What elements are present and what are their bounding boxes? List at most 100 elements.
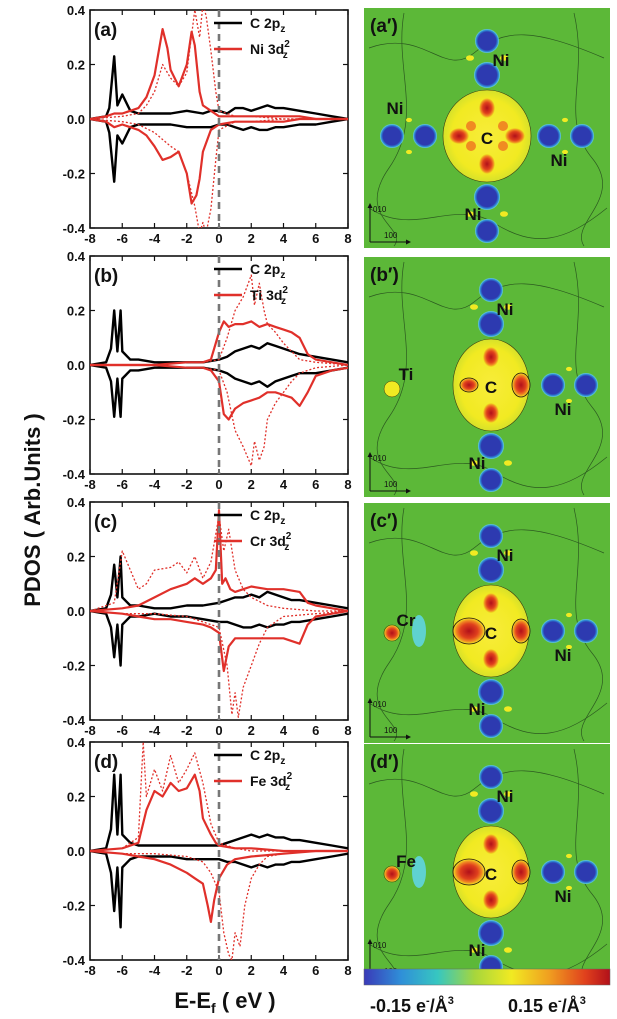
y-tick-label: -0.4 bbox=[63, 953, 86, 968]
miller-index-y: 010 bbox=[373, 700, 387, 709]
panel-label: (c) bbox=[94, 512, 117, 533]
x-tick-label: 0 bbox=[215, 231, 222, 246]
pdos-panel-2: -8 -6 -4 -2 0 2 4 6 80.40.20.0-0.2-0.4(b) C 2pzTi… bbox=[63, 249, 352, 492]
nickel-density-blue bbox=[478, 920, 504, 946]
legend-subscript: z bbox=[280, 756, 285, 767]
legend-text: C 2p bbox=[250, 261, 280, 277]
atom-label: Ni bbox=[497, 787, 514, 806]
density-map-2: Ni Ti C Ni Ni (b′) 010 100 bbox=[364, 257, 610, 497]
y-tick-label: -0.2 bbox=[63, 167, 85, 182]
plot-data-area bbox=[90, 10, 348, 228]
series-line bbox=[90, 274, 348, 366]
x-tick-label: -8 bbox=[84, 231, 96, 246]
contour-line bbox=[376, 748, 407, 983]
miller-index-y: 010 bbox=[373, 205, 387, 214]
series-line bbox=[90, 773, 348, 853]
y-axis-label: PDOS ( Arb.Units ) bbox=[20, 413, 45, 607]
series-line bbox=[90, 610, 348, 718]
x-tick-label: -4 bbox=[149, 963, 161, 978]
density-lobe-yellow bbox=[500, 211, 508, 217]
x-tick-label: -6 bbox=[116, 723, 128, 738]
x-axis-label-sub: f bbox=[211, 1000, 216, 1016]
nickel-density-blue bbox=[570, 124, 594, 148]
x-tick-label: 2 bbox=[248, 477, 255, 492]
atom-label: Ni bbox=[497, 300, 514, 319]
panel-label: (b) bbox=[94, 266, 118, 287]
y-tick-label: -0.2 bbox=[63, 413, 85, 428]
pdos-panel-3: -8 -6 -4 -2 0 2 4 6 80.40.20.0-0.2-0.4(c) C 2pzCr… bbox=[63, 495, 352, 738]
density-lobe-red bbox=[452, 858, 486, 886]
nickel-density-blue bbox=[537, 124, 561, 148]
nickel-density-blue bbox=[574, 373, 598, 397]
atom-label: Ni bbox=[493, 51, 510, 70]
ti-density-yellow bbox=[383, 380, 401, 398]
x-tick-label: 6 bbox=[312, 723, 319, 738]
y-tick-label: -0.4 bbox=[63, 467, 86, 482]
density-lobe-orange bbox=[466, 141, 476, 151]
density-lobe-yellow bbox=[562, 149, 568, 155]
x-tick-label: -4 bbox=[149, 723, 161, 738]
axis-arrowhead-y bbox=[367, 203, 373, 208]
axis-arrowhead-x bbox=[406, 734, 411, 740]
density-lobe-red bbox=[483, 347, 499, 367]
density-lobe-red bbox=[511, 372, 531, 398]
density-lobe-orange bbox=[498, 141, 508, 151]
density-lobe-yellow bbox=[566, 644, 572, 650]
colorbar-max-unit-sup: 3 bbox=[580, 995, 586, 1007]
contour-line bbox=[368, 529, 605, 556]
x-tick-label: -2 bbox=[181, 477, 193, 492]
nickel-density-blue bbox=[479, 714, 503, 738]
density-lobe-red bbox=[511, 618, 531, 644]
series-line bbox=[90, 28, 348, 121]
axis-arrowhead-x bbox=[406, 239, 411, 245]
y-tick-label: 0.2 bbox=[67, 58, 85, 73]
atom-label: Ni bbox=[555, 400, 572, 419]
density-lobe-yellow bbox=[470, 791, 478, 797]
density-lobe-red bbox=[505, 128, 525, 144]
density-lobe-red bbox=[452, 617, 486, 645]
density-lobe-yellow bbox=[504, 304, 512, 310]
series-line bbox=[90, 55, 348, 121]
x-tick-label: -6 bbox=[116, 963, 128, 978]
series-line bbox=[90, 118, 348, 228]
colorbar-min-unit: /Å bbox=[430, 996, 448, 1016]
x-tick-label: 4 bbox=[280, 231, 288, 246]
x-tick-label: 4 bbox=[280, 963, 288, 978]
nickel-density-blue bbox=[541, 619, 565, 643]
x-tick-label: 2 bbox=[248, 963, 255, 978]
legend-superscript: 2 bbox=[287, 771, 293, 782]
x-tick-label: -8 bbox=[84, 723, 96, 738]
series-line bbox=[90, 117, 348, 183]
axis-arrowhead-x bbox=[406, 488, 411, 494]
nickel-density-blue bbox=[574, 860, 598, 884]
legend-subscript: z bbox=[285, 782, 290, 793]
density-lobe-red bbox=[511, 859, 531, 885]
x-axis-label: E-Ef ( eV ) bbox=[174, 988, 275, 1016]
x-tick-label: -4 bbox=[149, 231, 161, 246]
legend-entry-m: Fe 3d2 z bbox=[250, 771, 293, 793]
density-lobe-yellow bbox=[566, 612, 572, 618]
y-tick-label: 0.2 bbox=[67, 304, 85, 319]
density-lobe-yellow bbox=[470, 550, 478, 556]
y-tick-label: -0.4 bbox=[63, 713, 86, 728]
panel-label: (a) bbox=[94, 20, 117, 41]
atom-label: Fe bbox=[396, 852, 416, 871]
legend-entry-c: C 2pz bbox=[250, 261, 285, 281]
nickel-density-blue bbox=[475, 29, 499, 53]
atom-label: Ni bbox=[469, 941, 486, 960]
density-lobe-yellow bbox=[566, 853, 572, 859]
nickel-density-blue bbox=[478, 557, 504, 583]
nickel-density-blue bbox=[541, 860, 565, 884]
x-axis-label-main: E-E bbox=[174, 988, 211, 1013]
density-lobe-yellow bbox=[566, 398, 572, 404]
series-line bbox=[90, 609, 348, 667]
map-panel-label: (a′) bbox=[370, 16, 398, 37]
density-lobe-yellow bbox=[566, 366, 572, 372]
nickel-density-blue bbox=[479, 468, 503, 492]
legend-superscript: 2 bbox=[286, 531, 292, 542]
carbon-density-core bbox=[442, 89, 532, 183]
legend-text: C 2p bbox=[250, 507, 280, 523]
density-lobe-red bbox=[483, 403, 499, 423]
miller-index-y: 010 bbox=[373, 454, 387, 463]
x-tick-label: 6 bbox=[312, 477, 319, 492]
